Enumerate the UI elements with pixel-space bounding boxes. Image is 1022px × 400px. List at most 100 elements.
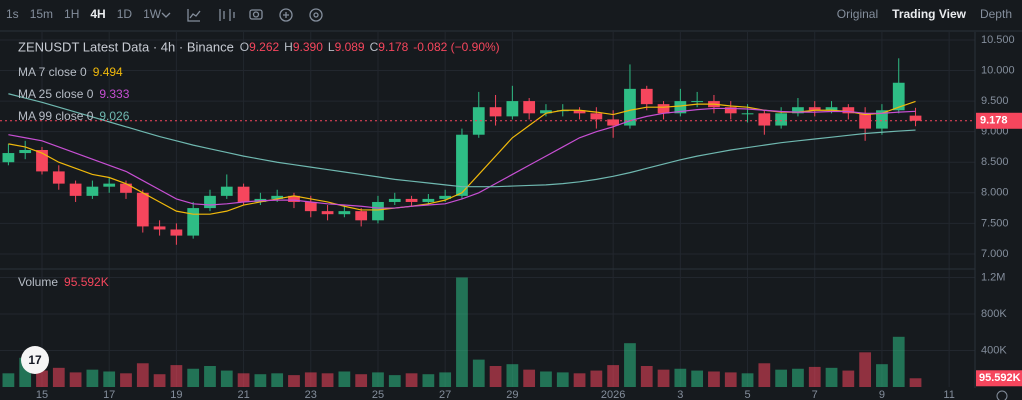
volume-bar xyxy=(271,373,284,387)
candle-body xyxy=(187,208,200,236)
volume-bar xyxy=(489,366,502,387)
interval-button[interactable]: 1s xyxy=(6,7,19,21)
volume-bar xyxy=(708,371,720,387)
grid: 10.50010.0009.5009.0008.5008.0007.5007.0… xyxy=(0,32,1015,400)
x-tick-label: 23 xyxy=(305,389,317,400)
x-tick-label: 17 xyxy=(103,389,115,400)
candle-body xyxy=(237,186,250,202)
volume-bar xyxy=(472,359,485,387)
volume-tick-label: 800K xyxy=(981,308,1007,320)
candle-body xyxy=(775,113,788,126)
volume-bar xyxy=(405,373,418,387)
change-value: -0.082 (−0.90%) xyxy=(413,40,499,54)
candle-body xyxy=(456,134,468,196)
candle-body xyxy=(489,107,502,117)
volume-bar xyxy=(422,374,435,387)
interval-button[interactable]: 4H xyxy=(90,7,105,21)
logo-circle xyxy=(21,346,49,374)
y-tick-label: 7.500 xyxy=(981,217,1009,229)
candle-body xyxy=(640,88,653,105)
volume-bar xyxy=(842,370,855,387)
y-tick-label: 8.000 xyxy=(981,187,1009,199)
x-tick-label: 25 xyxy=(372,389,384,400)
y-tick-label: 10.000 xyxy=(981,64,1015,76)
current-volume-label: 95.592K xyxy=(979,372,1021,384)
candle-body xyxy=(338,211,351,215)
candle-body xyxy=(36,150,48,172)
chart-settings-icon[interactable] xyxy=(996,390,1008,400)
y-tick-label: 10.500 xyxy=(981,34,1015,46)
toolbar-icons xyxy=(161,8,323,22)
volume-tick-label: 400K xyxy=(981,344,1007,356)
ma-legend: MA 99 close 0 xyxy=(18,109,94,123)
volume-legend: Volume xyxy=(18,275,58,289)
candle-body xyxy=(792,107,804,114)
view-button[interactable]: Trading View xyxy=(892,7,966,21)
dropdown-icon[interactable] xyxy=(161,12,171,18)
ohlc-key: H xyxy=(284,40,293,54)
ma-legend: MA 25 close 0 xyxy=(18,87,94,101)
x-tick-label: 19 xyxy=(170,389,182,400)
volume-bar xyxy=(808,366,821,387)
interval-button[interactable]: 15m xyxy=(30,7,53,21)
y-tick-label: 9.500 xyxy=(981,95,1009,107)
candle-body xyxy=(422,198,435,202)
volume-bar xyxy=(304,372,317,387)
interval-button[interactable]: 1H xyxy=(64,7,79,21)
x-tick-label: 29 xyxy=(506,389,518,400)
candle-type-icon[interactable] xyxy=(219,9,235,21)
view-button[interactable]: Original xyxy=(837,7,878,21)
screenshot-icon[interactable] xyxy=(249,9,263,20)
candle-body xyxy=(540,110,552,114)
interval-button[interactable]: 1W xyxy=(143,7,162,21)
interval-button[interactable]: 1D xyxy=(117,7,133,21)
x-tick-label: 7 xyxy=(812,389,818,400)
indicator-icon[interactable] xyxy=(187,9,201,22)
candle-body xyxy=(372,201,384,221)
volume-bar xyxy=(187,368,200,387)
candle-body xyxy=(573,110,586,114)
volume-bar xyxy=(892,336,905,387)
volume-legend-value: 95.592K xyxy=(64,275,109,289)
overlay: 9.178 95.592K ZENUSDT Latest Data · 4h · B… xyxy=(0,39,1022,387)
candle-body xyxy=(19,150,32,154)
add-icon[interactable] xyxy=(279,8,293,22)
settings-icon[interactable] xyxy=(309,8,323,22)
view-button[interactable]: Depth xyxy=(980,7,1012,21)
volume-bar xyxy=(741,373,754,387)
candle-body xyxy=(288,195,300,202)
ohlc-value: 9.089 xyxy=(335,40,365,54)
ohlc-key: C xyxy=(370,40,379,54)
candle-body xyxy=(103,183,116,187)
candle-body xyxy=(321,211,334,215)
x-tick-label: 2026 xyxy=(601,389,625,400)
x-tick-label: 21 xyxy=(237,389,249,400)
candle-body xyxy=(808,107,821,111)
volume-bar xyxy=(691,370,704,387)
candle-body xyxy=(674,101,687,114)
current-price-box xyxy=(976,112,1022,129)
candle-body xyxy=(69,183,82,196)
volume-bar xyxy=(674,368,687,387)
x-tick-label: 15 xyxy=(36,389,48,400)
candle-body xyxy=(405,198,418,202)
candle-body xyxy=(472,107,485,135)
candle-body xyxy=(590,113,603,120)
volume-bar xyxy=(372,372,384,387)
volume-bar xyxy=(36,370,48,387)
candle-body xyxy=(523,101,536,114)
ohlc-key: O xyxy=(240,40,249,54)
y-tick-label: 8.500 xyxy=(981,156,1009,168)
volume-bar xyxy=(573,373,586,387)
volume-bar xyxy=(220,370,233,387)
candle-body xyxy=(153,226,166,230)
ma-legend: MA 7 close 0 xyxy=(18,65,87,79)
candle-body xyxy=(52,171,65,184)
add-plus xyxy=(283,12,289,18)
volume-bar xyxy=(540,371,552,387)
volume-bar xyxy=(590,370,603,387)
x-tick-label: 11 xyxy=(943,389,954,400)
candle-body xyxy=(170,229,183,236)
candle-body xyxy=(741,113,754,115)
